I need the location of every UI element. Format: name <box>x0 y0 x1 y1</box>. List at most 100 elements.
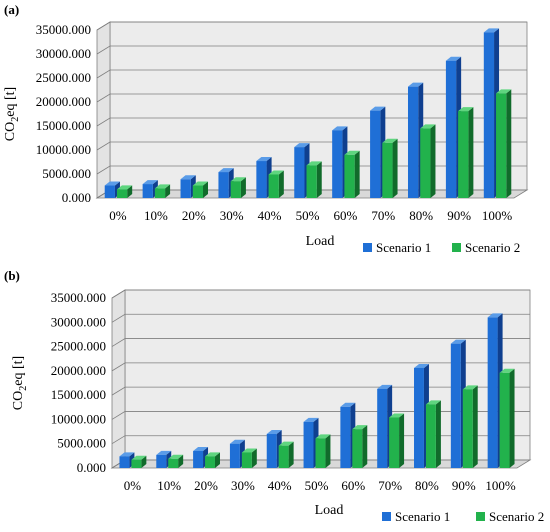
x-axis-title: Load <box>306 234 335 249</box>
y-axis-title-main: CO <box>3 122 18 141</box>
bar-top <box>142 180 158 185</box>
bar-top <box>458 107 474 112</box>
x-axis-title: Load <box>315 503 344 518</box>
y-tick-label: 5000.000 <box>57 436 106 451</box>
y-tick-label: 0.000 <box>62 190 91 205</box>
bar-side <box>251 448 257 468</box>
legend: Scenario 1 Scenario 2 <box>363 240 520 255</box>
bar-front <box>294 147 305 198</box>
bar-top <box>131 455 147 460</box>
bar-top <box>407 82 424 87</box>
bar-top <box>377 384 393 389</box>
bar-top <box>266 430 282 434</box>
x-tick-label: 50% <box>305 478 329 493</box>
y-tick-label: 30000.000 <box>36 46 91 61</box>
bar-front <box>180 179 191 198</box>
x-tick-label: 0% <box>124 478 142 493</box>
y-tick-label: 10000.000 <box>36 142 91 157</box>
gridline <box>111 362 530 372</box>
bar-top <box>116 185 133 190</box>
chart-panel-b: (b) 0.000 5000.000 10000.000 15000.000 20000.… <box>4 268 544 524</box>
gridline <box>96 45 527 55</box>
bar-front <box>156 454 167 468</box>
legend-swatch <box>476 512 485 521</box>
x-tick-label: 100% <box>485 478 516 493</box>
bar-scenario-2 <box>496 89 512 198</box>
bar-side <box>288 441 294 468</box>
bar-front <box>241 452 252 468</box>
bar-top <box>496 89 512 94</box>
bar-top <box>294 143 310 148</box>
x-tick-label: 20% <box>182 208 206 223</box>
bar-top <box>241 448 257 453</box>
y-axis-title-main: CO <box>11 391 26 410</box>
bar-top <box>450 339 466 344</box>
bar-top <box>119 452 135 457</box>
y-tick-label: 20000.000 <box>51 363 106 378</box>
legend-swatch <box>363 243 372 252</box>
bar-front <box>205 456 215 468</box>
y-axis-title-rest: eq [t] <box>11 356 26 386</box>
bar-scenario-2 <box>205 452 220 468</box>
bar-scenario-2 <box>420 124 436 198</box>
bar-top <box>499 368 515 373</box>
bar-front <box>266 434 277 468</box>
y-tick-label: 20000.000 <box>36 94 91 109</box>
bar-front <box>340 406 351 468</box>
bar-front <box>168 458 179 468</box>
bar-side <box>468 107 474 198</box>
bar-scenario-2 <box>382 138 398 198</box>
bar-top <box>340 402 356 407</box>
bar-front <box>450 343 461 468</box>
x-tick-label: 100% <box>482 208 513 223</box>
bar-top <box>156 450 172 455</box>
bar-front <box>407 86 419 198</box>
bar-side <box>316 161 322 198</box>
legend-swatch <box>382 512 391 521</box>
bar-front <box>370 110 381 198</box>
bar-top <box>268 170 284 175</box>
bar-side <box>127 185 133 198</box>
bar-scenario-2 <box>154 184 171 198</box>
x-tick-label: 40% <box>268 478 292 493</box>
gridline <box>96 117 527 127</box>
bar-top <box>154 184 171 189</box>
x-tick-label: 30% <box>231 478 255 493</box>
bar-front <box>142 184 153 198</box>
y-tick-label: 35000.000 <box>36 22 91 37</box>
bar-scenario-2 <box>352 425 368 468</box>
bar-front <box>268 174 279 198</box>
y-tick-label: 10000.000 <box>51 411 106 426</box>
x-tick-label: 60% <box>333 208 357 223</box>
x-tick-label: 80% <box>409 208 433 223</box>
legend: Scenario 1 Scenario 2 <box>382 509 544 524</box>
x-tick-label: 90% <box>447 208 471 223</box>
bar-top <box>306 161 322 166</box>
bar-front <box>420 128 431 198</box>
bar-side <box>278 170 284 198</box>
bar-front <box>458 111 469 198</box>
gridline <box>111 289 530 299</box>
bar-top <box>332 126 348 131</box>
legend-label: Scenario 1 <box>376 240 431 255</box>
bar-front <box>483 32 495 199</box>
y-tick-label: 30000.000 <box>51 314 106 329</box>
x-tick-label: 80% <box>415 478 439 493</box>
bar-front <box>462 389 473 468</box>
bar-side <box>399 413 405 468</box>
y-tick-label: 0.000 <box>77 460 106 475</box>
bar-top <box>370 106 386 111</box>
bar-front <box>315 438 326 468</box>
chart-panel-a: (a) 0.000 5000.000 10000.000 15000.000 20000.… <box>3 2 529 255</box>
bar-scenario-2 <box>268 170 284 198</box>
bar-scenario-2 <box>389 413 405 468</box>
bar-front <box>352 429 363 468</box>
bar-top <box>104 181 120 186</box>
gridline <box>111 338 530 347</box>
bar-scenario-2 <box>315 434 331 468</box>
bar-top <box>344 150 360 155</box>
bar-top <box>205 452 220 457</box>
y-axis-title: CO2eq [t] <box>11 356 29 410</box>
y-axis-title-subscript: 2 <box>10 117 21 122</box>
